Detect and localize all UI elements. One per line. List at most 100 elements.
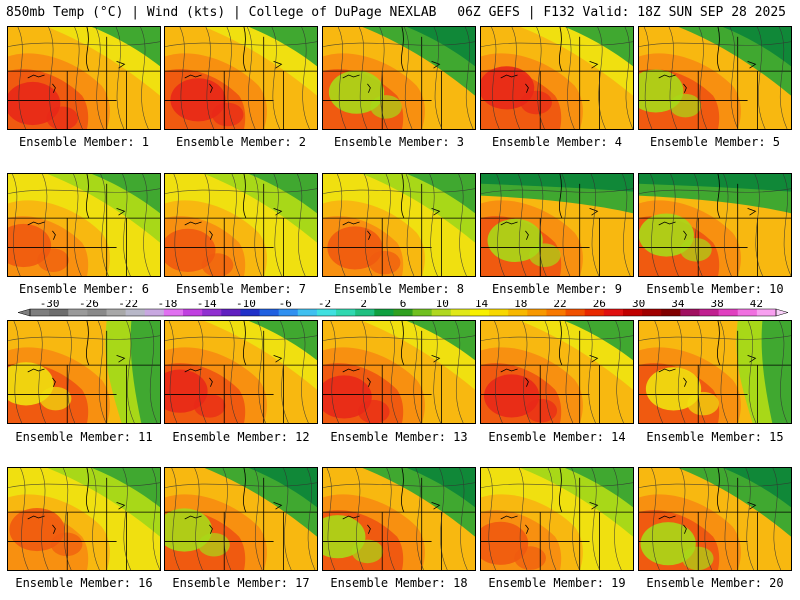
- colorbar-swatch: [355, 309, 375, 316]
- ensemble-label-12: Ensemble Member: 12: [172, 430, 310, 444]
- colorbar-swatch: [240, 309, 261, 316]
- colorbar-swatch: [49, 309, 69, 316]
- ensemble-map-14: [480, 320, 634, 424]
- colorbar-tick-label: 18: [514, 300, 527, 310]
- colorbar-tick-label: 38: [710, 300, 723, 310]
- ensemble-map-13: [322, 320, 476, 424]
- colorbar-tick-label: 6: [400, 300, 407, 310]
- colorbar-swatches: [30, 309, 777, 316]
- temperature-colorbar: -30 -26 -22 -18 -14 -10 -6 -2 2 6 10 14 18 22 26 30 34 38…: [18, 300, 788, 317]
- ensemble-map-6: [7, 173, 161, 277]
- colorbar-tick-label: -6: [279, 300, 292, 310]
- colorbar-swatch: [584, 309, 605, 316]
- colorbar-swatch: [737, 309, 758, 316]
- colorbar-tick-label: -22: [118, 300, 138, 310]
- colorbar-swatch: [431, 309, 452, 316]
- header-left: 850mb Temp (°C) | Wind (kts) | College o…: [6, 5, 437, 20]
- ensemble-label-8: Ensemble Member: 8: [333, 282, 465, 296]
- colorbar-swatch: [756, 309, 777, 316]
- colorbar-swatch: [393, 309, 414, 316]
- colorbar-swatch: [297, 309, 318, 316]
- ensemble-map-20: [638, 467, 792, 571]
- colorbar-swatch: [202, 309, 222, 316]
- ensemble-label-17: Ensemble Member: 17: [172, 576, 310, 590]
- colorbar-swatch: [316, 309, 337, 316]
- colorbar-tick-label: -30: [40, 300, 60, 310]
- colorbar-tick-label: -26: [79, 300, 99, 310]
- ensemble-label-6: Ensemble Member: 6: [18, 282, 150, 296]
- colorbar-swatch: [508, 309, 528, 316]
- ensemble-label-20: Ensemble Member: 20: [646, 576, 784, 590]
- colorbar-swatch: [412, 309, 433, 316]
- colorbar-tick-label: 34: [671, 300, 685, 310]
- ensemble-map-8: [322, 173, 476, 277]
- ensemble-label-3: Ensemble Member: 3: [333, 135, 465, 149]
- colorbar-swatch: [527, 309, 547, 316]
- ensemble-label-11: Ensemble Member: 11: [15, 430, 153, 444]
- ensemble-map-17: [164, 467, 318, 571]
- ensemble-map-12: [164, 320, 318, 424]
- colorbar-tick-label: 14: [475, 300, 489, 310]
- ensemble-map-15: [638, 320, 792, 424]
- colorbar-arrow-right: [775, 308, 788, 317]
- colorbar-tick-label: -10: [236, 300, 256, 310]
- ensemble-map-5: [638, 26, 792, 130]
- ensemble-map-2: [164, 26, 318, 130]
- colorbar-swatch: [450, 309, 471, 316]
- ensemble-map-7: [164, 173, 318, 277]
- ensemble-map-19: [480, 467, 634, 571]
- ensemble-map-3: [322, 26, 476, 130]
- ensemble-map-9: [480, 173, 634, 277]
- colorbar-swatch: [125, 309, 146, 316]
- colorbar-swatch: [661, 309, 681, 316]
- colorbar-swatch: [603, 309, 624, 316]
- colorbar-tick-label: 10: [436, 300, 449, 310]
- ensemble-label-18: Ensemble Member: 18: [330, 576, 468, 590]
- ensemble-map-16: [7, 467, 161, 571]
- ensemble-label-1: Ensemble Member: 1: [18, 135, 150, 149]
- ensemble-label-19: Ensemble Member: 19: [488, 576, 626, 590]
- colorbar-swatch: [278, 309, 299, 316]
- colorbar-swatch: [680, 309, 700, 316]
- colorbar-swatch: [336, 309, 356, 316]
- colorbar-tick-label: 26: [593, 300, 606, 310]
- colorbar-swatch: [546, 309, 567, 316]
- colorbar-tick-label: 42: [750, 300, 763, 310]
- header-right: 06Z GEFS | F132 Valid: 18Z SUN SEP 28 20…: [457, 5, 786, 20]
- colorbar-swatch: [718, 309, 739, 316]
- colorbar-swatch: [30, 309, 50, 316]
- ensemble-map-11: [7, 320, 161, 424]
- ensemble-map-18: [322, 467, 476, 571]
- colorbar-swatch: [699, 309, 720, 316]
- colorbar-swatch: [489, 309, 509, 316]
- colorbar-swatch: [642, 309, 662, 316]
- colorbar-tick-label: 30: [632, 300, 645, 310]
- colorbar-tick-label: -18: [157, 300, 177, 310]
- ensemble-label-7: Ensemble Member: 7: [175, 282, 307, 296]
- ensemble-label-14: Ensemble Member: 14: [488, 430, 626, 444]
- ensemble-label-9: Ensemble Member: 9: [491, 282, 623, 296]
- ensemble-label-5: Ensemble Member: 5: [649, 135, 781, 149]
- colorbar-swatch: [144, 309, 165, 316]
- ensemble-label-4: Ensemble Member: 4: [491, 135, 623, 149]
- colorbar-swatch: [183, 309, 203, 316]
- ensemble-label-15: Ensemble Member: 15: [646, 430, 784, 444]
- colorbar-swatch: [68, 309, 88, 316]
- ensemble-label-13: Ensemble Member: 13: [330, 430, 468, 444]
- colorbar-arrow-left: [18, 308, 31, 317]
- colorbar-swatch: [374, 309, 394, 316]
- ensemble-label-16: Ensemble Member: 16: [15, 576, 153, 590]
- ensemble-map-1: [7, 26, 161, 130]
- colorbar-swatch: [221, 309, 241, 316]
- colorbar-swatch: [106, 309, 127, 316]
- colorbar-swatch: [259, 309, 280, 316]
- ensemble-label-10: Ensemble Member: 10: [646, 282, 784, 296]
- colorbar-tick-label: 2: [360, 300, 367, 310]
- colorbar-swatch: [565, 309, 586, 316]
- colorbar-tick-label: -14: [197, 300, 217, 310]
- colorbar-tick-label: -2: [318, 300, 331, 310]
- colorbar-tick-label: 22: [553, 300, 566, 310]
- ensemble-label-2: Ensemble Member: 2: [175, 135, 307, 149]
- colorbar-swatch: [622, 309, 643, 316]
- ensemble-map-10: [638, 173, 792, 277]
